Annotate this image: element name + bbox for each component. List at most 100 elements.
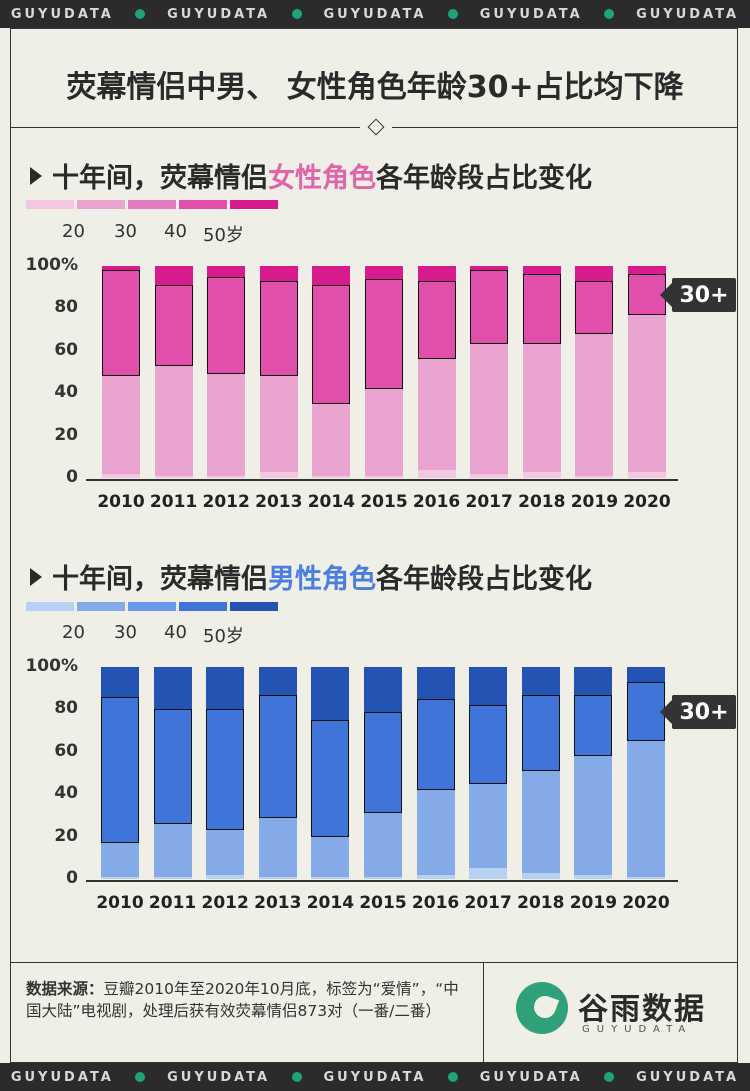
- bar-segment: [575, 266, 614, 281]
- dot-icon: [604, 9, 615, 19]
- bar-segment: [628, 266, 666, 275]
- bar-segment: [627, 681, 665, 742]
- legend-swatch: [26, 200, 74, 209]
- bar-segment: [259, 266, 298, 281]
- bar-segment: [574, 667, 613, 695]
- legend-swatch: [179, 602, 227, 611]
- bar-segment: [154, 365, 193, 476]
- legend-label: 40: [164, 221, 187, 242]
- bar-segment: [311, 836, 350, 877]
- x-tick-label: 2020: [623, 492, 671, 512]
- bar-segment: [153, 823, 192, 877]
- bar-segment: [206, 667, 245, 710]
- legend-label: 50岁: [203, 225, 244, 246]
- bar-segment: [364, 667, 402, 712]
- y-tick-label: 60: [54, 339, 78, 360]
- age-30s-40s-highlight-box: [470, 270, 509, 345]
- dot-icon: [291, 9, 302, 19]
- dot-icon: [135, 1072, 146, 1082]
- y-tick-label: 100%: [25, 255, 78, 275]
- brand-strip-item: GUYUDATA: [10, 1069, 114, 1085]
- bar-segment: [102, 376, 140, 474]
- female-section-title: 十年间，荧幕情侣女性角色各年龄段占比变化: [30, 156, 592, 195]
- legend-swatch: [128, 200, 176, 209]
- x-tick-label: 2018: [517, 893, 565, 913]
- bar-segment: [416, 874, 455, 879]
- bar-segment: [153, 876, 192, 879]
- brand-strip-item: GUYUDATA: [479, 6, 583, 22]
- y-tick-label: 40: [54, 783, 78, 804]
- x-tick-label: 2010: [97, 492, 145, 512]
- bar-segment: [154, 475, 193, 478]
- y-tick-label: 20: [54, 825, 78, 846]
- bar-segment: [521, 694, 560, 771]
- y-tick-label: 80: [54, 297, 78, 318]
- bar-segment: [154, 285, 193, 366]
- legend-swatch: [179, 200, 227, 209]
- female-30plus-tag: 30+: [660, 278, 736, 312]
- x-tick-label: 2015: [360, 492, 408, 512]
- bar-segment: [628, 471, 666, 478]
- age-30s-40s-highlight-box: [574, 694, 613, 757]
- bar-segment: [365, 475, 403, 478]
- x-tick-label: 2017: [464, 893, 512, 913]
- bar-segment: [259, 280, 298, 377]
- bar-segment: [258, 817, 297, 877]
- brand-strip-item: GUYUDATA: [479, 1069, 583, 1085]
- male-30plus-tag: 30+: [660, 695, 736, 729]
- age-30s-40s-highlight-box: [258, 694, 297, 818]
- dot-icon: [604, 1072, 615, 1082]
- y-tick-label: 20: [54, 424, 78, 445]
- age-30s-40s-highlight-box: [416, 698, 455, 790]
- legend-label: 20: [62, 622, 85, 643]
- x-tick-label: 2015: [359, 893, 407, 913]
- y-tick-label: 0: [66, 868, 78, 888]
- bar-segment: [258, 876, 297, 879]
- age-30s-40s-highlight-box: [575, 280, 614, 334]
- female-title-highlight: 女性角色: [268, 163, 376, 194]
- bar-segment: [470, 270, 509, 345]
- data-source-note: 数据来源：豆瓣2010年至2020年10月底，标签为“爱情”，“中国大陆”电视剧…: [26, 978, 466, 1022]
- content-frame: [10, 28, 738, 1063]
- bar-segment: [627, 741, 665, 877]
- age-30s-40s-highlight-box: [522, 274, 561, 345]
- bar-segment: [627, 667, 665, 682]
- x-tick-label: 2011: [148, 893, 197, 913]
- x-tick-label: 2019: [569, 893, 618, 913]
- age-30s-40s-highlight-box: [521, 694, 560, 771]
- bar-segment: [365, 278, 403, 389]
- age-30s-40s-highlight-box: [153, 709, 192, 824]
- legend-swatch: [26, 602, 74, 611]
- triangle-icon: [30, 567, 42, 586]
- age-30s-40s-highlight-box: [259, 280, 298, 377]
- y-tick-label: 0: [66, 467, 78, 487]
- bar-segment: [102, 270, 140, 377]
- male-title-highlight: 男性角色: [268, 564, 376, 595]
- bar-segment: [207, 266, 246, 277]
- legend-label: 30: [114, 622, 137, 643]
- male-legend-swatches: [26, 602, 278, 611]
- y-tick-label: 80: [54, 698, 78, 719]
- title-divider-left: [10, 127, 360, 128]
- bar-segment: [206, 874, 245, 879]
- logo-subtitle: GUYUDATA: [582, 1024, 693, 1035]
- age-30s-40s-highlight-box: [417, 280, 456, 360]
- legend-label: 30: [114, 221, 137, 242]
- bar-segment: [311, 720, 350, 837]
- male-title-prefix: 十年间，荧幕情侣: [52, 564, 268, 595]
- bar-segment: [312, 266, 351, 286]
- bar-segment: [469, 667, 508, 706]
- bar-segment: [522, 344, 561, 472]
- bar-segment: [258, 667, 297, 695]
- bar-segment: [154, 266, 193, 286]
- brand-strip-item: GUYUDATA: [636, 6, 740, 22]
- bar-segment: [206, 830, 245, 875]
- age-30s-40s-highlight-box: [207, 276, 246, 375]
- x-tick-label: 2012: [201, 893, 249, 913]
- bar-segment: [575, 333, 614, 476]
- bar-segment: [575, 280, 614, 334]
- dot-icon: [291, 1072, 302, 1082]
- bar-segment: [364, 876, 402, 879]
- bar-segment: [102, 473, 140, 478]
- source-text: 豆瓣2010年至2020年10月底，标签为“爱情”，“中国大陆”电视剧，处理后获…: [26, 980, 459, 1020]
